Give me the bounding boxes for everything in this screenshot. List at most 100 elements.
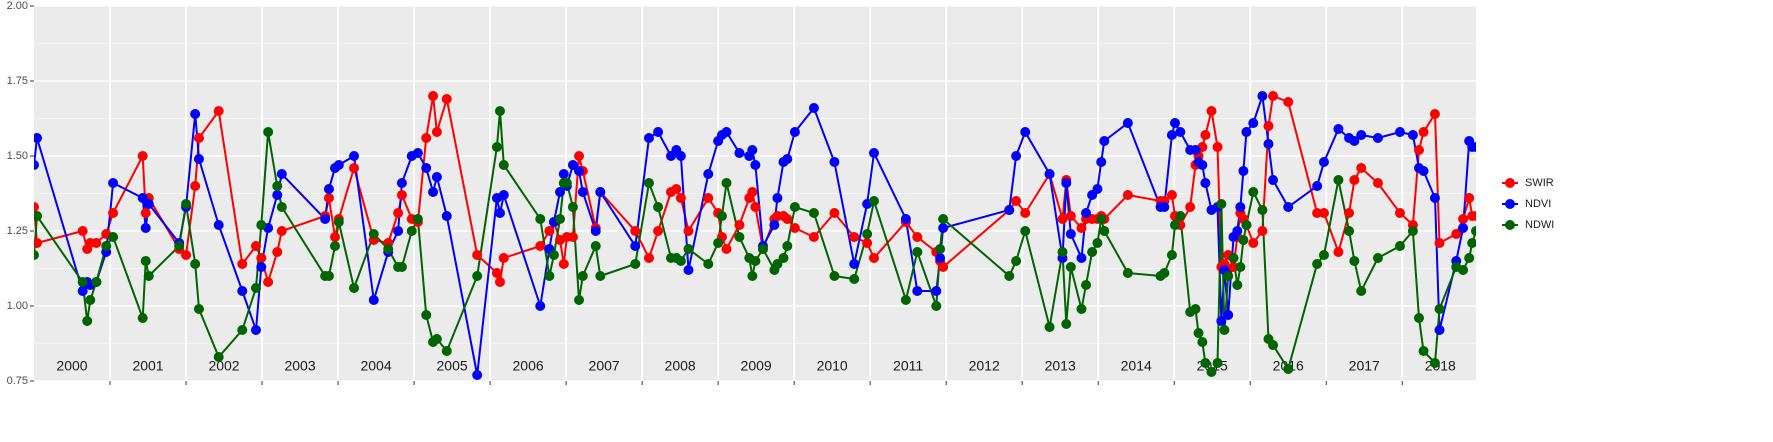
data-point: [653, 127, 664, 137]
data-point: [750, 160, 761, 170]
data-point: [931, 301, 942, 311]
data-point: [383, 244, 394, 254]
data-point: [595, 271, 606, 281]
data-point: [108, 208, 119, 218]
data-point: [143, 199, 154, 209]
data-point: [1268, 91, 1279, 101]
data-point: [320, 214, 331, 224]
year-label: 2010: [817, 358, 848, 374]
data-point: [213, 106, 224, 116]
data-point: [140, 208, 151, 218]
data-point: [250, 241, 261, 251]
data-point: [137, 313, 148, 323]
data-point: [1356, 163, 1367, 173]
data-point: [1166, 130, 1177, 140]
data-point: [349, 151, 360, 161]
data-point: [1011, 151, 1022, 161]
data-point: [472, 271, 483, 281]
data-point: [276, 202, 287, 212]
year-label: 2009: [741, 358, 772, 374]
data-point: [34, 211, 43, 221]
data-point: [368, 229, 379, 239]
data-point: [671, 184, 682, 194]
data-point: [1263, 139, 1274, 149]
data-point: [1434, 304, 1445, 314]
data-point: [1175, 211, 1186, 221]
data-point: [1394, 208, 1405, 218]
data-point: [1458, 223, 1469, 233]
data-point: [412, 148, 423, 158]
data-point: [1099, 136, 1110, 146]
data-point: [34, 133, 43, 143]
data-point: [912, 286, 923, 296]
data-point: [190, 259, 201, 269]
data-point: [1212, 142, 1223, 152]
data-point: [396, 190, 407, 200]
data-point: [544, 271, 555, 281]
data-point: [1238, 235, 1249, 245]
data-point: [1166, 250, 1177, 260]
data-point: [1458, 214, 1469, 224]
data-point: [1200, 130, 1211, 140]
data-point: [1206, 367, 1217, 377]
data-point: [849, 232, 860, 242]
data-point: [721, 127, 732, 137]
data-point: [1169, 118, 1180, 128]
data-point: [1175, 127, 1186, 137]
data-point: [1197, 337, 1208, 347]
data-point: [868, 253, 879, 263]
data-point: [498, 253, 509, 263]
data-point: [1212, 358, 1223, 368]
data-point: [1349, 256, 1360, 266]
data-point: [472, 250, 483, 260]
data-point: [85, 295, 96, 305]
data-point: [574, 166, 585, 176]
data-point: [1458, 265, 1469, 275]
data-point: [441, 211, 452, 221]
data-point: [349, 283, 360, 293]
data-point: [1418, 346, 1429, 356]
y-tick-label: 1.00: [7, 300, 28, 312]
legend-marker: [1505, 199, 1515, 209]
data-point: [256, 262, 267, 272]
year-label: 2005: [437, 358, 468, 374]
data-point: [849, 274, 860, 284]
data-point: [1081, 280, 1092, 290]
data-point: [406, 226, 417, 236]
data-point: [396, 178, 407, 188]
data-point: [808, 232, 819, 242]
data-point: [653, 226, 664, 236]
data-point: [140, 256, 151, 266]
year-label: 2007: [589, 358, 620, 374]
data-point: [140, 223, 151, 233]
data-point: [263, 127, 274, 137]
data-point: [181, 250, 192, 260]
data-point: [1257, 226, 1268, 236]
data-point: [703, 169, 714, 179]
data-point: [431, 127, 442, 137]
data-point: [935, 244, 946, 254]
data-point: [778, 253, 789, 263]
data-point: [396, 262, 407, 272]
data-point: [1044, 322, 1055, 332]
data-point: [1061, 319, 1072, 329]
data-point: [703, 259, 714, 269]
data-point: [190, 109, 201, 119]
data-point: [1223, 310, 1234, 320]
data-point: [716, 211, 727, 221]
data-point: [1372, 178, 1383, 188]
data-point: [721, 244, 732, 254]
data-point: [577, 271, 588, 281]
data-point: [1200, 358, 1211, 368]
data-point: [1434, 238, 1445, 248]
data-point: [734, 220, 745, 230]
data-point: [1206, 106, 1217, 116]
data-point: [441, 346, 452, 356]
data-point: [1185, 202, 1196, 212]
data-point: [750, 256, 761, 266]
data-point: [1096, 157, 1107, 167]
data-point: [782, 214, 793, 224]
data-point: [630, 226, 641, 236]
data-point: [750, 202, 761, 212]
data-point: [535, 241, 546, 251]
